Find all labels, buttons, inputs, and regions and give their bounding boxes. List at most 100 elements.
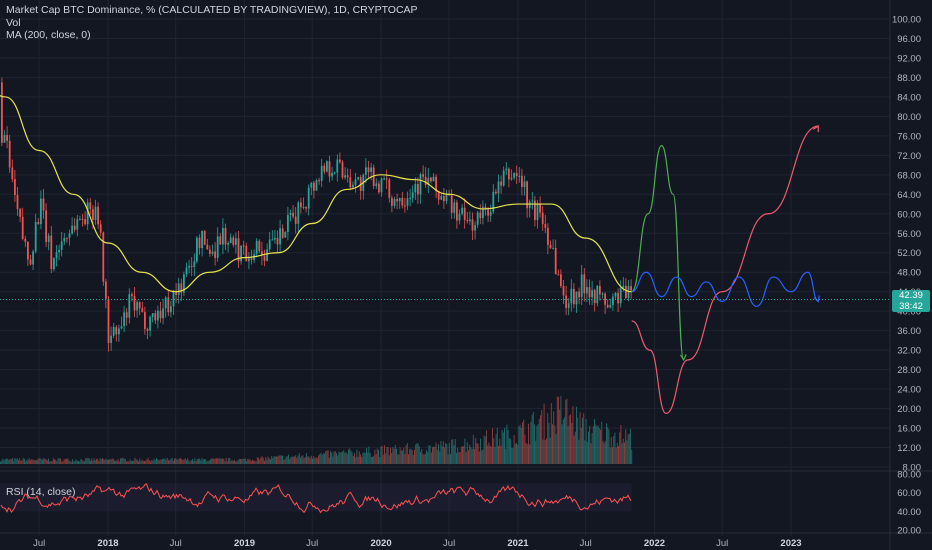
volume-bar [105, 458, 107, 464]
volume-bar [429, 445, 431, 464]
candle-body [196, 237, 198, 262]
volume-bar [420, 451, 421, 464]
candle-body [557, 274, 560, 276]
candle-body [279, 228, 281, 245]
volume-bar [352, 455, 354, 464]
volume-bar [518, 426, 520, 464]
volume-bar [619, 432, 621, 464]
volume-bar [90, 460, 91, 464]
volume-bar [408, 454, 409, 464]
volume-bar [202, 459, 204, 464]
volume-bar [260, 457, 262, 464]
volume-bar [336, 453, 337, 464]
volume-bar [99, 457, 101, 464]
volume-bar [166, 457, 168, 464]
volume-bar [547, 413, 549, 464]
volume-bar [208, 460, 210, 464]
volume-bar [348, 449, 349, 464]
volume-bar [607, 427, 609, 464]
volume-bar [49, 461, 51, 464]
candle-body [289, 212, 292, 215]
volume-bar [302, 455, 304, 464]
volume-bar [596, 426, 598, 464]
volume-bar [406, 443, 408, 464]
candle-body [86, 202, 89, 225]
volume-bar [421, 449, 423, 464]
candle-body [396, 198, 398, 202]
volume-bar [156, 457, 157, 464]
volume-bar [500, 445, 502, 464]
volume-bar [625, 429, 627, 464]
candle-body [622, 285, 625, 288]
volume-bar [520, 427, 522, 464]
volume-bar [565, 400, 567, 464]
price-axis-tick-label: 100.00 [892, 15, 921, 26]
volume-bar [544, 440, 546, 464]
volume-bar [2, 458, 4, 464]
price-axis-tick-label: 72.00 [897, 151, 921, 162]
candle-body [627, 286, 630, 298]
candle-body [422, 174, 424, 177]
volume-bar [178, 458, 180, 464]
candle-body [336, 159, 339, 173]
candle-body [357, 177, 359, 180]
candle-body [583, 274, 586, 294]
candle-body [393, 198, 396, 206]
candle-body [466, 219, 469, 222]
candle-body [391, 197, 393, 206]
volume-bar [320, 452, 322, 464]
candle-body [474, 224, 476, 231]
candle-body [222, 227, 224, 245]
volume-bar [38, 458, 40, 464]
candle-body [120, 326, 123, 329]
volume-bar [54, 459, 55, 464]
volume-bar [214, 458, 216, 464]
volume-bar [573, 435, 575, 464]
volume-bar [256, 457, 258, 464]
candle-body [198, 237, 201, 249]
volume-bar [349, 448, 351, 464]
volume-bar [510, 439, 511, 464]
volume-bar [381, 445, 383, 464]
volume-bar [20, 461, 22, 464]
volume-bar [385, 453, 387, 464]
volume-bar [560, 395, 562, 464]
volume-bar [193, 460, 195, 464]
volume-bar [288, 454, 289, 464]
candle-body [97, 206, 99, 225]
volume-bar [508, 438, 510, 464]
volume-bar [540, 415, 541, 464]
volume-bar [13, 461, 15, 464]
candle-body [378, 183, 380, 193]
volume-bar [268, 458, 270, 464]
candle-body [580, 274, 583, 298]
candle-body [411, 192, 414, 198]
volume-bar [476, 443, 478, 464]
volume-bar [549, 437, 551, 464]
volume-bar [319, 454, 321, 464]
volume-bar [504, 427, 505, 464]
volume-bar [228, 458, 229, 464]
candle-body [24, 238, 27, 242]
volume-bar [138, 461, 139, 464]
candle-body [237, 238, 240, 262]
volume-bar [451, 439, 453, 464]
volume-bar [14, 458, 16, 464]
candle-body [292, 212, 294, 217]
volume-bar [142, 460, 144, 464]
candle-body [599, 285, 601, 295]
volume-bar [523, 419, 525, 464]
volume-bar [219, 458, 221, 464]
volume-bar [211, 458, 213, 464]
candle-body [107, 298, 110, 343]
volume-bar [236, 461, 238, 464]
candle-body [305, 206, 307, 209]
volume-bar [274, 456, 276, 464]
price-axis-tick-label: 32.00 [897, 346, 921, 357]
volume-bar [400, 450, 402, 464]
volume-bar [144, 460, 145, 464]
volume-bar [585, 419, 587, 464]
volume-bar [469, 444, 471, 464]
